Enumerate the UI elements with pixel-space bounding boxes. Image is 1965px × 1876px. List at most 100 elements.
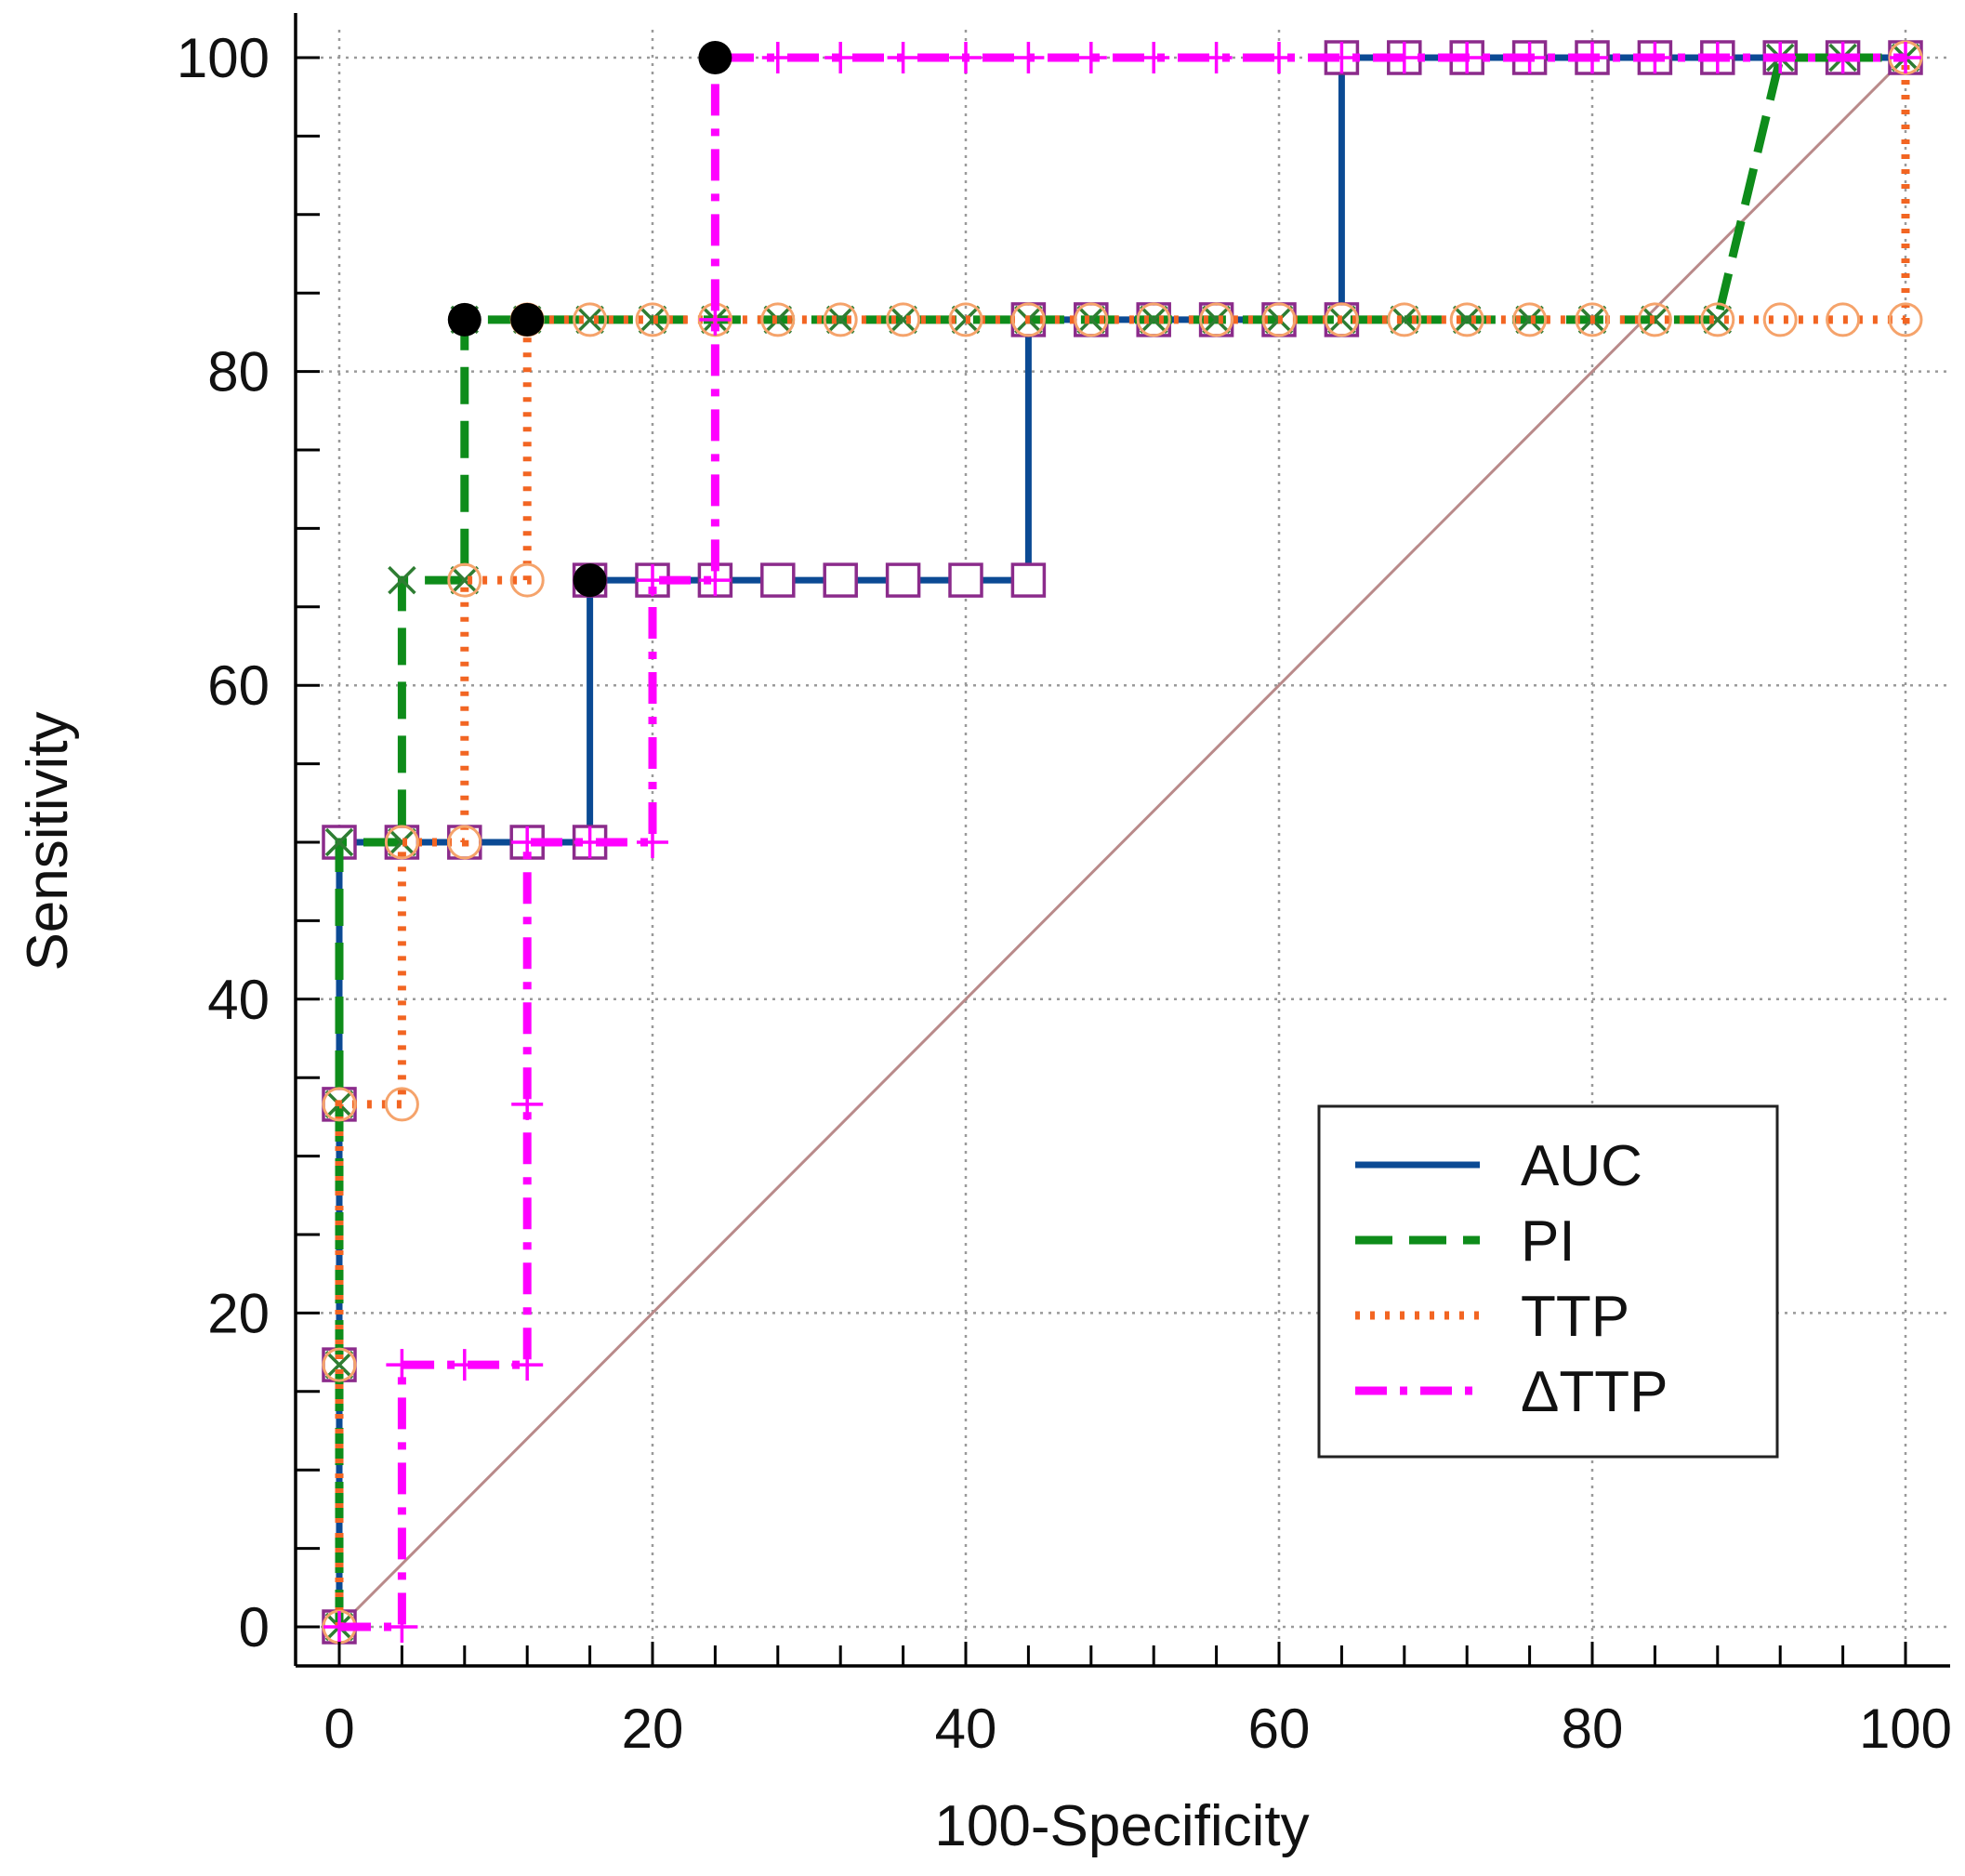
- x-tick-label: 0: [323, 1698, 354, 1760]
- data-point: [324, 1350, 354, 1380]
- data-point: [1764, 42, 1797, 73]
- data-point: [1200, 42, 1233, 73]
- data-point: [887, 42, 919, 73]
- data-point: [1513, 42, 1546, 73]
- data-point: [447, 825, 482, 860]
- data-point: [1387, 302, 1422, 337]
- data-point: [948, 562, 983, 598]
- data-point: [388, 565, 416, 595]
- legend-label: AUC: [1521, 1134, 1642, 1198]
- data-point: [950, 42, 982, 73]
- data-point: [322, 1347, 357, 1382]
- data-point: [1138, 42, 1170, 73]
- data-point: [1010, 562, 1047, 598]
- data-point: [511, 1349, 544, 1381]
- data-point: [1762, 302, 1798, 337]
- data-point: [824, 42, 857, 73]
- x-tick-label: 100: [1859, 1698, 1952, 1760]
- legend-label: TTP: [1521, 1285, 1629, 1349]
- data-point: [948, 302, 983, 337]
- y-axis-title: Sensitivity: [16, 711, 80, 971]
- data-point: [384, 1087, 419, 1122]
- data-point: [637, 564, 668, 597]
- data-point: [1074, 302, 1109, 337]
- data-point: [1827, 42, 1859, 73]
- data-point: [322, 1087, 357, 1122]
- data-point: [1451, 42, 1484, 73]
- data-point: [1700, 302, 1735, 337]
- legend-label: PI: [1521, 1209, 1576, 1274]
- data-point: [699, 303, 732, 336]
- data-point: [760, 302, 796, 337]
- data-point: [1012, 42, 1045, 73]
- data-point: [1576, 42, 1608, 73]
- criterion-point: [698, 41, 732, 74]
- data-point: [1325, 42, 1358, 73]
- y-tick-label: 40: [207, 969, 270, 1031]
- criterion-points: [447, 41, 732, 598]
- data-point: [1512, 302, 1548, 337]
- data-point: [1639, 42, 1671, 73]
- data-point: [509, 562, 545, 598]
- y-tick-label: 0: [239, 1596, 270, 1658]
- data-point: [889, 305, 917, 335]
- data-point: [763, 305, 793, 335]
- x-tick-label: 40: [935, 1698, 997, 1760]
- data-point: [386, 1611, 418, 1643]
- x-tick-label: 80: [1562, 1698, 1624, 1760]
- axes: 0 20 40 60 80 100 0 20 40 60 80 100: [177, 13, 1952, 1760]
- data-point: [1452, 305, 1482, 335]
- x-tick-label: 20: [622, 1698, 684, 1760]
- data-point: [511, 1088, 544, 1120]
- series-line-2: [335, 58, 1910, 1627]
- data-point: [324, 827, 354, 857]
- data-point: [699, 564, 732, 597]
- y-tick-label: 20: [207, 1282, 270, 1344]
- legend-label: ΔTTP: [1521, 1360, 1668, 1424]
- x-axis-title: 100-Specificity: [934, 1794, 1309, 1858]
- data-point: [1136, 302, 1171, 337]
- data-point: [1890, 42, 1921, 73]
- data-point: [447, 562, 482, 598]
- series-lines: [322, 40, 1923, 1645]
- criterion-point: [510, 302, 545, 337]
- data-point: [386, 1349, 418, 1381]
- data-point: [1199, 302, 1234, 337]
- data-point: [1075, 42, 1107, 73]
- data-point: [1575, 302, 1610, 337]
- data-point: [1139, 305, 1168, 335]
- data-point: [886, 302, 921, 337]
- data-point: [1515, 305, 1544, 335]
- y-tick-label: 60: [207, 654, 270, 717]
- data-point: [1390, 305, 1419, 335]
- data-point: [573, 302, 608, 337]
- legend: AUC PI TTP ΔTTP: [1317, 1104, 1779, 1459]
- data-point: [1701, 42, 1734, 73]
- x-tick-label: 60: [1248, 1698, 1311, 1760]
- series-markers-3: [323, 42, 1921, 1643]
- y-tick-label: 80: [207, 341, 270, 403]
- data-point: [761, 42, 794, 73]
- data-point: [1637, 302, 1672, 337]
- data-point: [1076, 305, 1106, 335]
- data-point: [1703, 305, 1733, 335]
- data-point: [1888, 302, 1923, 337]
- data-point: [575, 305, 604, 335]
- data-point: [823, 562, 858, 598]
- data-point: [885, 562, 921, 598]
- data-point: [825, 305, 855, 335]
- data-point: [637, 826, 668, 858]
- data-point: [760, 562, 796, 598]
- data-point: [1324, 302, 1359, 337]
- y-tick-label: 100: [177, 27, 270, 89]
- data-point: [1449, 302, 1484, 337]
- data-point: [638, 305, 667, 335]
- data-point: [1202, 305, 1231, 335]
- data-point: [823, 302, 858, 337]
- criterion-point: [573, 563, 607, 598]
- data-point: [323, 1611, 355, 1643]
- data-point: [1263, 42, 1295, 73]
- data-point: [384, 825, 419, 860]
- data-point: [450, 565, 480, 595]
